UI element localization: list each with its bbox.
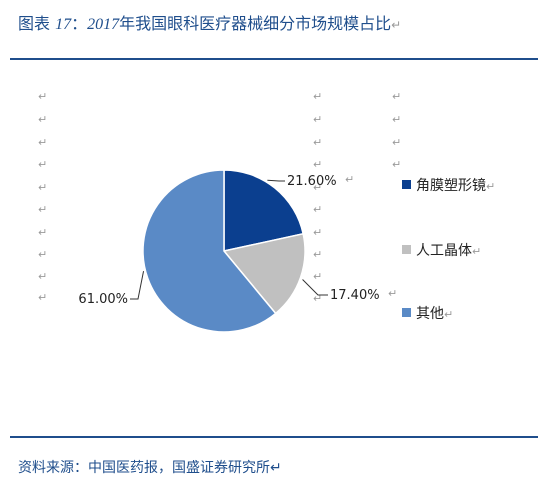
legend-label-3: 其他↵ <box>416 306 453 322</box>
legend-mark: ↵ <box>444 308 453 321</box>
leader-line-2 <box>302 279 328 296</box>
legend-swatch-1 <box>402 180 411 189</box>
paragraph-mark: ↵ <box>38 90 47 103</box>
paragraph-mark: ↵ <box>38 248 47 261</box>
legend-swatch-2 <box>402 245 411 254</box>
pie-slice-2 <box>222 232 306 315</box>
pie-chart: ↵↵↵↵↵↵↵↵↵↵↵↵↵↵↵↵↵↵↵↵↵↵↵21.60% ↵17.40% ↵61.… <box>38 90 495 333</box>
paragraph-mark: ↵ <box>38 270 47 283</box>
data-label-3: 61.00% <box>78 292 128 307</box>
paragraph-mark: ↵ <box>392 136 401 149</box>
chart-title: 图表 17：2017年我国眼科医疗器械细分市场规模占比↵ <box>18 10 401 34</box>
paragraph-mark: ↵ <box>38 136 47 149</box>
paragraph-mark: ↵ <box>313 270 322 283</box>
paragraph-mark: ↵ <box>38 203 47 216</box>
paragraph-mark: ↵ <box>345 173 354 186</box>
paragraph-mark: ↵ <box>38 158 47 171</box>
paragraph-mark: ↵ <box>388 287 397 300</box>
title-sep: ： <box>71 14 88 33</box>
source-note: 资料来源：中国医药报，国盛证券研究所↵ <box>18 460 282 476</box>
paragraph-mark: ↵ <box>313 90 322 103</box>
bottom-divider <box>10 436 538 438</box>
title-year: 2017 <box>87 16 120 33</box>
paragraph-mark: ↵ <box>38 291 47 304</box>
legend-swatch-3 <box>402 308 411 317</box>
leader-line-1 <box>267 179 285 182</box>
paragraph-mark: ↵ <box>392 113 401 126</box>
legend-mark: ↵ <box>472 245 481 258</box>
leader-line-3 <box>130 271 145 300</box>
paragraph-mark: ↵ <box>313 113 322 126</box>
data-label-2: 17.40% <box>330 288 380 303</box>
paragraph-mark: ↵ <box>38 226 47 239</box>
paragraph-mark: ↵ <box>313 181 322 194</box>
paragraph-mark: ↵ <box>313 226 322 239</box>
data-label-1: 21.60% <box>287 174 337 189</box>
paragraph-mark: ↵ <box>392 90 401 103</box>
paragraph-mark: ↵ <box>313 292 322 305</box>
top-divider <box>10 58 538 60</box>
pie-slice-1 <box>223 169 305 252</box>
paragraph-mark: ↵ <box>313 248 322 261</box>
title-prefix: 图表 <box>18 14 56 33</box>
paragraph-mark: ↵ <box>313 203 322 216</box>
paragraph-mark: ↵ <box>313 136 322 149</box>
pie-slice-3 <box>142 169 277 333</box>
paragraph-mark: ↵ <box>392 158 401 171</box>
title-mark: ↵ <box>391 18 402 32</box>
legend-label-2: 人工晶体↵ <box>416 243 481 259</box>
title-number: 17 <box>55 16 72 33</box>
paragraph-mark: ↵ <box>38 113 47 126</box>
title-text: 年我国眼科医疗器械细分市场规模占比 <box>119 14 392 33</box>
legend-label-1: 角膜塑形镜↵ <box>416 178 495 194</box>
paragraph-mark: ↵ <box>313 158 322 171</box>
paragraph-mark: ↵ <box>38 181 47 194</box>
legend-mark: ↵ <box>486 180 495 193</box>
